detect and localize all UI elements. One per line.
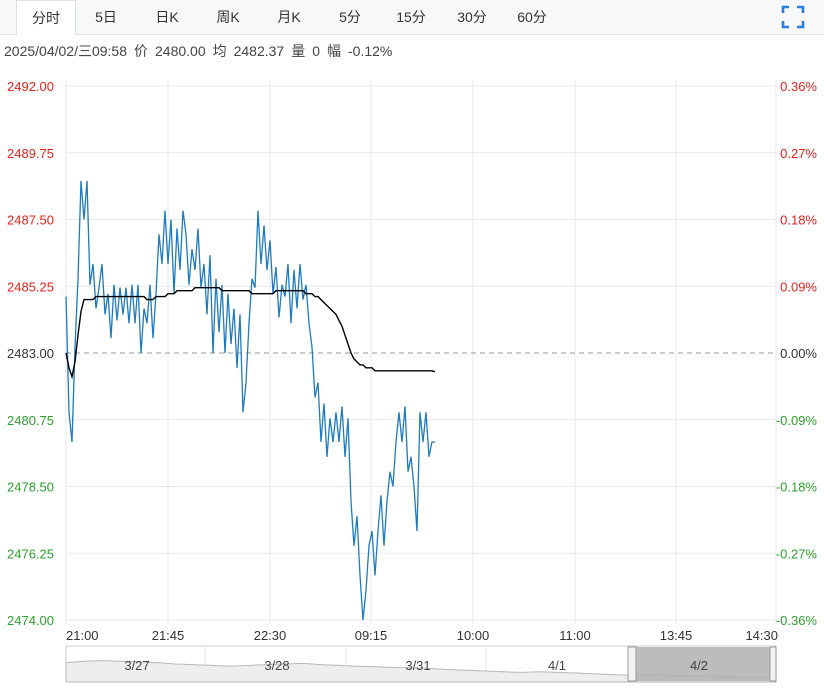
price-tick-label: 2489.75 <box>7 146 54 161</box>
time-tick-label: 09:15 <box>355 628 388 643</box>
percent-tick-label: 0.27% <box>780 146 817 161</box>
navigator-selection[interactable] <box>636 647 770 681</box>
price-tick-label: 2492.00 <box>7 79 54 94</box>
tab-60min[interactable]: 60分 <box>517 9 547 25</box>
quote-info-bar: 2025/04/02/三09:58 价 2480.00 均 2482.37 量 0 幅 -0.1… <box>0 38 399 64</box>
volume-label: 量 <box>291 43 306 59</box>
quote-datetime: 2025/04/02/三09:58 <box>4 43 127 59</box>
percent-tick-label: 0.09% <box>780 279 817 294</box>
price-tick-label: 2476.25 <box>7 546 54 561</box>
tab-5day[interactable]: 5日 <box>95 9 117 25</box>
tab-5min[interactable]: 5分 <box>339 9 361 25</box>
percent-tick-label: -0.36% <box>776 613 818 628</box>
avg-label: 均 <box>212 43 227 59</box>
navigator-date-label: 3/28 <box>264 658 289 673</box>
time-tick-label: 21:45 <box>152 628 185 643</box>
price-tick-label: 2487.50 <box>7 213 54 228</box>
time-tick-label: 21:00 <box>66 628 99 643</box>
time-tick-label: 22:30 <box>254 628 287 643</box>
price-tick-label: 2480.75 <box>7 413 54 428</box>
price-tick-label: 2483.00 <box>7 346 54 361</box>
fullscreen-icon[interactable] <box>780 4 806 30</box>
navigator-date-label: 4/2 <box>690 658 708 673</box>
navigator-date-label: 3/31 <box>405 658 430 673</box>
percent-tick-label: -0.27% <box>776 546 818 561</box>
price-label: 价 <box>134 43 148 59</box>
time-tick-label: 10:00 <box>457 628 490 643</box>
time-tick-label: 11:00 <box>559 628 591 643</box>
percent-tick-label: -0.18% <box>776 480 818 495</box>
price-value: 2480.00 <box>155 43 206 59</box>
average-price-line <box>65 286 436 380</box>
navigator-date-label: 4/1 <box>548 658 566 673</box>
navigator-handle-left[interactable] <box>627 646 637 682</box>
time-tick-label: 14:30 <box>745 628 778 643</box>
price-line <box>65 180 435 621</box>
price-tick-label: 2478.50 <box>7 480 54 495</box>
percent-tick-label: 0.00% <box>780 346 817 361</box>
period-tabs: 分时 5日 日K 周K 月K 5分 15分 30分 60分 <box>0 0 824 35</box>
tab-monthly-k[interactable]: 月K <box>277 9 301 25</box>
time-tick-label: 13:45 <box>660 628 693 643</box>
navigator-handle-right[interactable] <box>769 646 777 682</box>
change-value: -0.12% <box>348 43 393 59</box>
navigator-date-label: 3/27 <box>124 658 149 673</box>
price-tick-label: 2485.25 <box>7 279 54 294</box>
tab-30min[interactable]: 30分 <box>457 9 487 25</box>
change-label: 幅 <box>327 43 342 59</box>
price-tick-label: 2474.00 <box>7 613 54 628</box>
percent-tick-label: 0.36% <box>780 79 817 94</box>
tab-15min[interactable]: 15分 <box>396 9 426 25</box>
tab-intraday[interactable]: 分时 <box>16 0 76 35</box>
percent-tick-label: -0.09% <box>776 413 818 428</box>
intraday-chart[interactable]: 2492.00 0.36% 2489.75 0.27% 2487.50 0.18% 2485… <box>0 70 824 688</box>
tab-weekly-k[interactable]: 周K <box>216 9 240 25</box>
tab-daily-k[interactable]: 日K <box>155 9 179 25</box>
avg-value: 2482.37 <box>233 43 285 59</box>
volume-value: 0 <box>312 43 321 59</box>
percent-tick-label: 0.18% <box>780 213 817 228</box>
